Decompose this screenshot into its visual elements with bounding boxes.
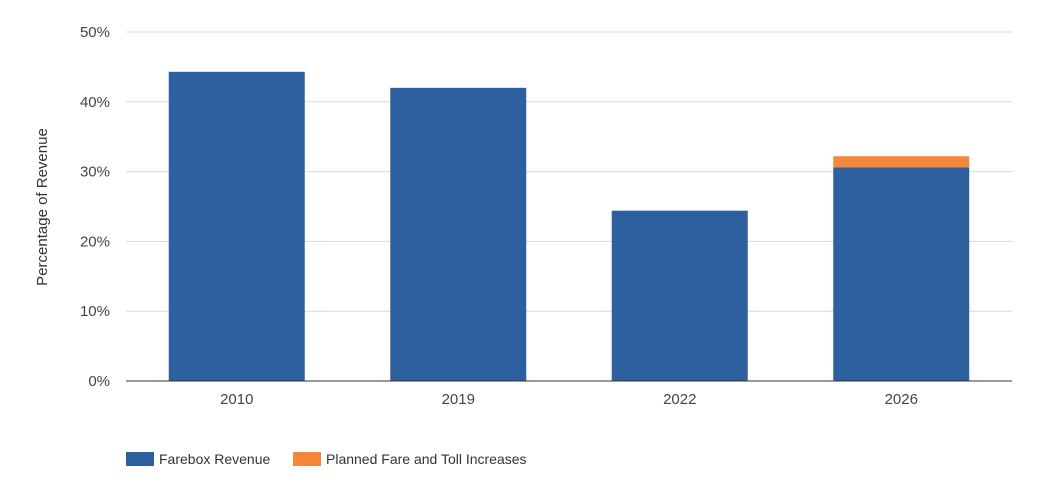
x-axis-ticks: 2010 2019 2022 2026: [220, 391, 918, 408]
x-tick-label: 2019: [442, 391, 475, 408]
x-tick-label: 2010: [220, 391, 253, 408]
y-axis-label: Percentage of Revenue: [34, 128, 51, 286]
y-tick-label: 10%: [80, 303, 110, 320]
y-tick-label: 0%: [88, 373, 110, 390]
legend-swatch: [293, 452, 321, 466]
legend: Farebox Revenue Planned Fare and Toll Inc…: [126, 451, 527, 467]
y-tick-label: 30%: [80, 164, 110, 181]
bar-farebox-revenue-2019: [390, 87, 527, 381]
bar-farebox-revenue-2022: [611, 210, 748, 381]
bar-farebox-revenue-2010: [168, 71, 305, 381]
y-tick-label: 50%: [80, 24, 110, 41]
y-tick-label: 40%: [80, 94, 110, 111]
y-axis-ticks: 0% 10% 20% 30% 40% 50%: [80, 24, 110, 390]
bar-planned-increases-2026: [833, 156, 970, 168]
bars: [168, 71, 970, 381]
x-tick-label: 2022: [663, 391, 696, 408]
bar-farebox-revenue-2026: [833, 167, 970, 381]
legend-swatch: [126, 452, 154, 466]
legend-label: Farebox Revenue: [159, 451, 271, 467]
x-tick-label: 2026: [885, 391, 918, 408]
y-tick-label: 20%: [80, 233, 110, 250]
legend-label: Planned Fare and Toll Increases: [326, 451, 527, 467]
